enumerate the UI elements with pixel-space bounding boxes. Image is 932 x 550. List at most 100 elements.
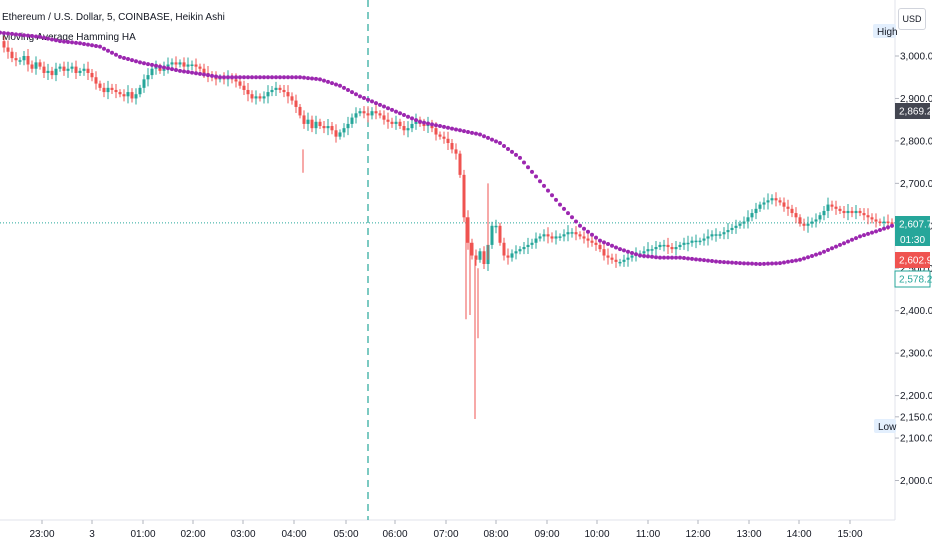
candle-body (622, 259, 626, 262)
candle-body (586, 238, 590, 241)
ma-dot (322, 78, 326, 83)
candle-body (842, 210, 846, 214)
candle-body (442, 136, 446, 139)
candle-body (338, 132, 342, 137)
ma-dot (210, 73, 214, 78)
candle-body (686, 242, 690, 245)
candle-body (762, 202, 766, 205)
candle-body (438, 134, 442, 137)
candle-body (146, 75, 150, 80)
ma-dot (314, 76, 318, 81)
ma-dot (90, 43, 94, 48)
ma-dot (466, 129, 470, 134)
candle-body (330, 126, 334, 131)
candle-body (322, 126, 326, 129)
ma-dot (610, 243, 614, 248)
ma-dot (434, 123, 438, 128)
candle-body (34, 62, 38, 69)
ma-dot (14, 32, 18, 37)
ma-dot (182, 69, 186, 74)
ma-dot (230, 75, 234, 80)
ma-dot (366, 97, 370, 102)
ma-dot (590, 232, 594, 237)
candle-body (386, 119, 390, 122)
candle-body (598, 244, 602, 250)
candle-body (538, 236, 542, 239)
candle-body (786, 206, 790, 209)
candle-body (14, 58, 18, 61)
candle-body (534, 238, 538, 243)
candle-body (54, 68, 58, 76)
candle-body (830, 204, 834, 207)
ma-dot (690, 256, 694, 261)
candle-body (242, 85, 246, 90)
candle-body (670, 247, 674, 250)
candle-body (42, 66, 46, 73)
candle-body (682, 242, 686, 245)
ma-dot (202, 72, 206, 77)
ma-dot (518, 155, 522, 160)
candle-body (190, 64, 194, 66)
ma-value-badge-box (895, 103, 930, 119)
candle-body (314, 121, 318, 129)
ma-dot (326, 79, 330, 84)
x-tick-label: 01:00 (130, 529, 155, 540)
ma-dot (830, 246, 834, 251)
candle-body (86, 68, 90, 73)
candle-body (646, 249, 650, 252)
candle-body (150, 68, 154, 76)
candle-body (186, 64, 190, 67)
candle-body (270, 89, 274, 93)
ma-dot (630, 250, 634, 255)
x-tick-label: 23:00 (29, 529, 54, 540)
candle-body (166, 64, 170, 67)
candle-body (450, 143, 454, 150)
candle-body (758, 204, 762, 209)
ma-dot (66, 39, 70, 44)
candle-body (818, 215, 822, 220)
candle-body (458, 153, 462, 175)
ma-dot (606, 242, 610, 247)
x-tick-label: 10:00 (584, 529, 609, 540)
ma-dot (286, 75, 290, 80)
high-label-box (873, 24, 896, 38)
ma-dot (414, 118, 418, 123)
candle-body (70, 66, 74, 69)
candle-body (78, 70, 82, 73)
candle-body (730, 227, 734, 231)
currency-button[interactable]: USD (898, 8, 926, 30)
candle-body (30, 64, 34, 69)
candle-body (814, 219, 818, 222)
candle-body (250, 94, 254, 99)
ma-dot (106, 48, 110, 53)
ma-dot (130, 58, 134, 63)
candle-body (390, 121, 394, 124)
x-tick-label: 06:00 (382, 529, 407, 540)
ma-dot (6, 31, 10, 36)
high-label: High (877, 27, 898, 38)
ma-dot (678, 255, 682, 260)
ma-dot (174, 68, 178, 73)
x-tick-label: 12:00 (685, 529, 710, 540)
ma-dot (0, 30, 2, 35)
candle-body (74, 66, 78, 73)
ma-dot (866, 231, 870, 236)
candle-body (874, 219, 878, 222)
candle-body (10, 51, 14, 59)
candle-body (82, 68, 86, 71)
candle-body (870, 217, 874, 220)
candle-body (866, 215, 870, 218)
ma-dot (786, 259, 790, 264)
x-tick-label: 03:00 (230, 529, 255, 540)
ma-dot (666, 255, 670, 260)
ma-dot (158, 64, 162, 69)
ma-dot (878, 228, 882, 233)
red-value-badge-box (895, 252, 930, 268)
ma-dot (682, 256, 686, 261)
ma-dot (58, 39, 62, 44)
candle-body (198, 66, 202, 69)
candle-body (410, 123, 414, 129)
candle-body (650, 249, 654, 251)
ma-dot (94, 43, 98, 48)
